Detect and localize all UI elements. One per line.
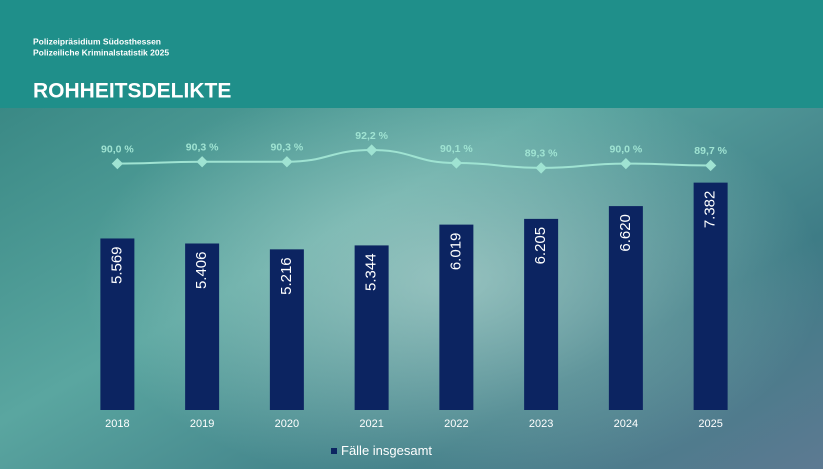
value-label: 90,3 % <box>186 142 219 154</box>
bar <box>354 245 389 410</box>
x-tick-label: 2023 <box>529 418 553 430</box>
bar <box>100 238 135 410</box>
org-name: Polizeipräsidium Südosthessen <box>33 36 161 46</box>
value-label: 7.382 <box>702 191 719 229</box>
value-label: 5.344 <box>363 253 380 291</box>
x-tick-label: 2022 <box>444 418 468 430</box>
bar <box>693 182 728 410</box>
line-marker <box>196 156 208 168</box>
line-marker <box>535 162 547 174</box>
x-tick-label: 2019 <box>190 418 214 430</box>
bar <box>185 243 220 410</box>
value-label: 89,3 % <box>525 148 558 160</box>
bar <box>269 249 304 410</box>
value-label: 6.019 <box>447 233 464 271</box>
line-marker <box>365 144 378 156</box>
value-label: 90,1 % <box>440 143 473 155</box>
legend-label: Fälle insgesamt <box>341 443 432 458</box>
legend-swatch <box>331 448 337 454</box>
chart-title: ROHHEITSDELIKTE <box>33 80 231 103</box>
header-band <box>0 0 823 108</box>
line <box>117 149 711 169</box>
value-label: 90,0 % <box>610 143 643 155</box>
x-tick-label: 2024 <box>614 418 638 430</box>
value-label: 5.216 <box>278 257 295 295</box>
bar <box>608 206 643 410</box>
value-label: 92,2 % <box>355 130 388 142</box>
line-marker <box>281 156 293 168</box>
x-tick-label: 2021 <box>359 418 383 430</box>
line-marker <box>450 157 463 169</box>
value-label: 5.406 <box>193 251 210 289</box>
value-label: 89,7 % <box>694 145 727 157</box>
x-tick-label: 2025 <box>698 418 722 430</box>
value-label: 90,0 % <box>101 143 134 155</box>
subtitle: Polizeiliche Kriminalstatistik 2025 <box>33 47 169 57</box>
x-tick-label: 2020 <box>275 418 299 430</box>
line-marker <box>704 159 717 172</box>
value-label: 6.205 <box>532 227 549 265</box>
bar <box>439 224 474 410</box>
value-label: 90,3 % <box>271 142 304 154</box>
value-label: 5.569 <box>108 246 125 284</box>
bar <box>524 218 559 410</box>
value-label: 6.620 <box>617 214 634 252</box>
line-marker <box>620 157 632 170</box>
x-tick-label: 2018 <box>105 418 129 430</box>
